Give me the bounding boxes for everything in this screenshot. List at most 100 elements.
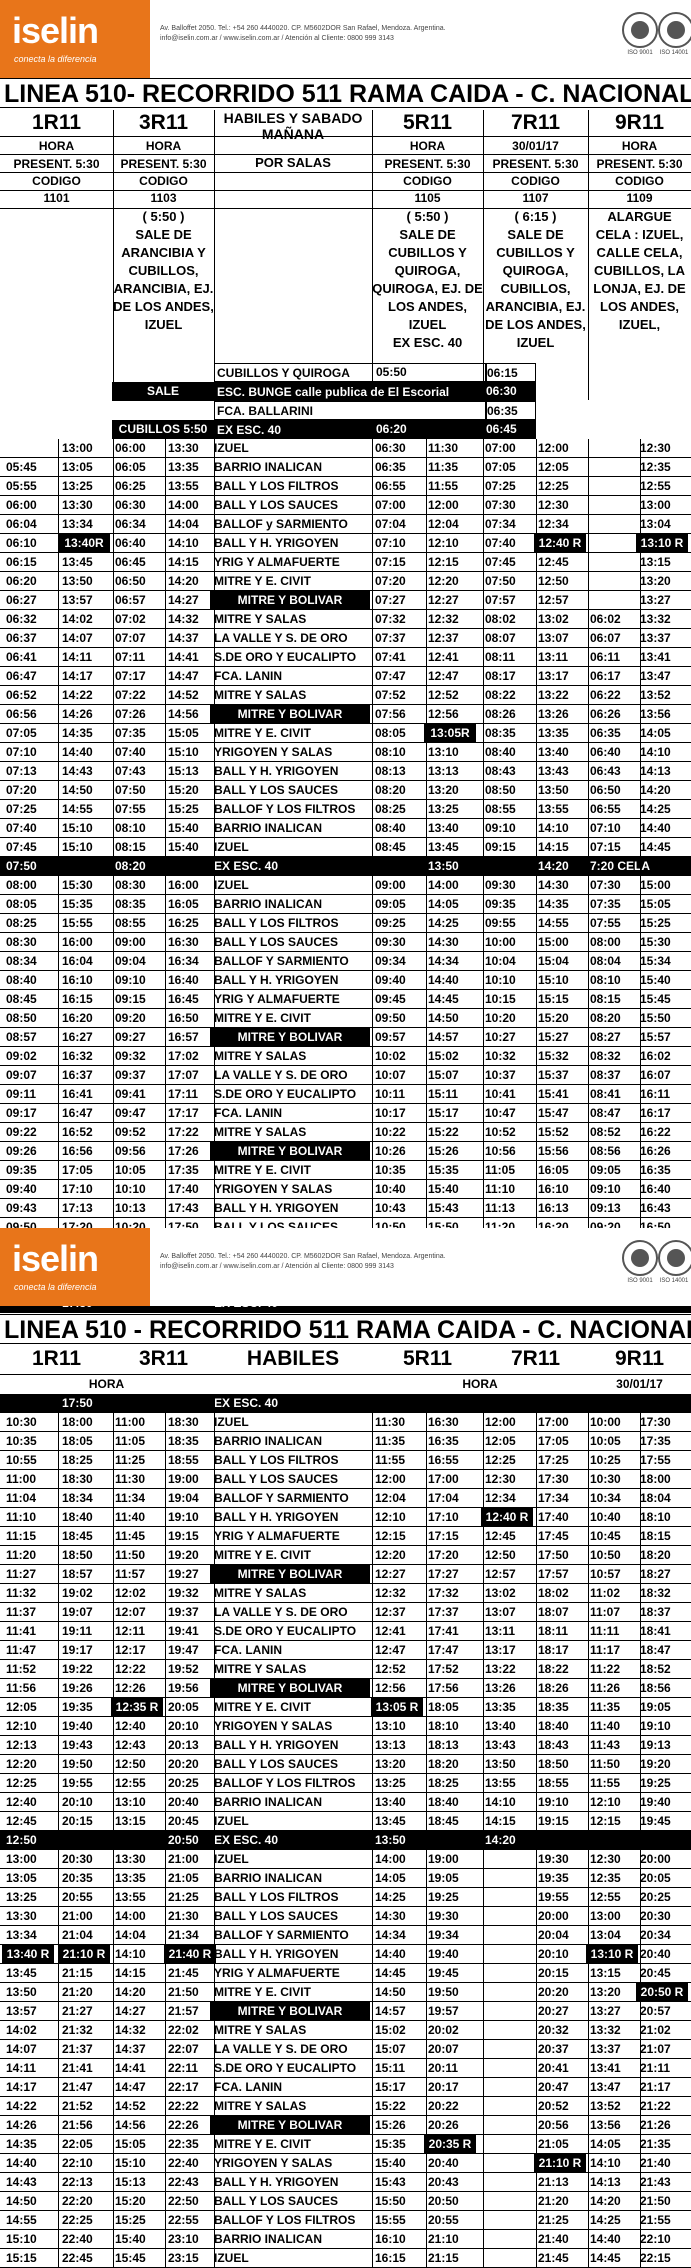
time-cell: 17:34 — [538, 1491, 569, 1505]
table-row: 14:07 21:37 14:37 22:07 LA VALLE Y S. DE ORO… — [0, 2040, 691, 2059]
time-cell: 19:15 — [168, 1529, 199, 1543]
time-cell: 12:41 — [375, 1624, 406, 1638]
time-cell: 11:40 — [590, 1719, 621, 1733]
time-cell: 14:45 — [375, 1966, 406, 1980]
time-cell: 20:30 — [62, 1852, 93, 1866]
table-row: 06:52 14:22 07:22 14:52 MITRE Y SALAS 07:52 12… — [0, 686, 691, 705]
table-row: 06:47 14:17 07:17 14:47 FCA. LANIN 07:47 12:47… — [0, 667, 691, 686]
time-cell: 18:40 — [538, 1719, 569, 1733]
stop-name: IZUEL — [214, 441, 249, 455]
time-cell: 11:05 — [485, 1163, 516, 1177]
time-cell: 15:25 — [168, 802, 199, 816]
table-row: 11:00 18:30 11:30 19:00 BALL Y LOS SAUCES 12:… — [0, 1470, 691, 1489]
time-cell: 14:04 — [115, 1928, 146, 1942]
time-cell: 12:57 — [485, 1567, 516, 1581]
presentation-time: PRESENT. 5:30 — [384, 157, 471, 171]
time-cell: 20:30 — [640, 1909, 671, 1923]
time-cell: 18:34 — [62, 1491, 93, 1505]
time-cell: 08:50 — [485, 783, 516, 797]
time-cell — [485, 2040, 535, 2058]
time-cell: 14:47 — [168, 669, 199, 683]
time-cell: 13:50 — [485, 1757, 516, 1771]
time-cell: 08:02 — [485, 612, 516, 626]
time-cell — [485, 2211, 535, 2229]
time-cell: 21:05 — [168, 1871, 199, 1885]
stop-name: BALL Y LOS SAUCES — [214, 1472, 339, 1486]
time-cell: 21:05 — [538, 2137, 569, 2151]
time-cell: 13:55 — [168, 479, 199, 493]
time-cell: 17:13 — [62, 1201, 93, 1215]
time-cell: 06:40 — [115, 536, 146, 550]
time-cell: 22:13 — [62, 2175, 93, 2189]
table-row: 08:40 16:10 09:10 16:40 BALL Y H. YRIGOYEN 09… — [0, 971, 691, 990]
time-cell: 07:27 — [375, 593, 406, 607]
time-cell: 12:57 — [538, 593, 569, 607]
time-cell: 07:20 — [375, 574, 406, 588]
time-cell: 08:40 — [485, 745, 516, 759]
time-cell: 20:56 — [538, 2118, 569, 2132]
time-cell: 16:20 — [62, 1011, 93, 1025]
codigo-value: 1105 — [414, 191, 441, 205]
time-cell: 07:02 — [115, 612, 146, 626]
time-cell: 16:41 — [62, 1087, 93, 1101]
time-cell: 12:52 — [428, 688, 459, 702]
time-cell: 12:37 — [375, 1605, 406, 1619]
time-cell: 19:45 — [428, 1966, 459, 1980]
time-cell: 20:27 — [538, 2004, 569, 2018]
time-cell: 12:22 — [115, 1662, 146, 1676]
time-cell: 18:25 — [62, 1453, 93, 1467]
time-cell — [376, 382, 426, 401]
time-cell: 19:17 — [62, 1643, 93, 1657]
time-cell: 10:13 — [115, 1201, 146, 1215]
column-divider — [536, 1394, 537, 2268]
time-cell: 14:57 — [428, 1030, 459, 1044]
time-cell: 18:30 — [168, 1415, 199, 1429]
table-row: 06:37 14:07 07:07 14:37 LA VALLE Y S. DE ORO… — [0, 629, 691, 648]
stop-name: YRIG Y ALMAFUERTE — [214, 1529, 340, 1543]
stop-name: MITRE Y E. CIVIT — [214, 1548, 311, 1562]
stop-name: MITRE Y E. CIVIT — [214, 574, 311, 588]
time-cell: 15:40 — [640, 973, 671, 987]
time-cell — [485, 2173, 535, 2191]
time-cell: 21:43 — [640, 2175, 671, 2189]
hora-label: HORA — [621, 139, 658, 153]
time-cell: 06:55 — [590, 802, 621, 816]
time-cell: 07:00 — [485, 441, 516, 455]
time-cell: 07:20 — [6, 783, 37, 797]
stop-name: S.DE ORO Y EUCALIPTO — [214, 650, 357, 664]
time-cell: 15:40 — [428, 1182, 459, 1196]
time-cell: 21:27 — [62, 2004, 93, 2018]
time-cell: 21:10 R — [58, 1945, 110, 1963]
table-row: 07:50 08:20 EX ESC. 40 13:50 14:20 7:20 CELA — [0, 857, 691, 876]
time-cell: 18:05 — [62, 1434, 93, 1448]
time-cell: 08:05 — [375, 726, 406, 740]
time-cell: 19:25 — [640, 1776, 671, 1790]
time-cell: 11:56 — [6, 1681, 37, 1695]
time-cell: 17:32 — [428, 1586, 459, 1600]
time-cell — [590, 515, 640, 533]
time-cell: 10:30 — [590, 1472, 621, 1486]
time-cell: 22:25 — [62, 2213, 93, 2227]
stop-name: ESC. BUNGE calle publica de El Escorial — [214, 382, 486, 401]
column-divider — [214, 439, 215, 1313]
stop-name: FCA. BALLARINI — [214, 401, 486, 420]
time-cell: 18:05 — [428, 1700, 459, 1714]
time-cell: 13:55 — [538, 802, 569, 816]
time-cell: 19:55 — [62, 1776, 93, 1790]
time-cell: 13:11 — [485, 1624, 516, 1638]
time-cell: 19:32 — [168, 1586, 199, 1600]
stop-name: S.DE ORO Y EUCALIPTO — [214, 1624, 357, 1638]
time-cell — [485, 1394, 535, 1412]
time-cell: 07:05 — [485, 460, 516, 474]
time-cell: 14:04 — [168, 517, 199, 531]
time-cell: 11:30 — [428, 441, 459, 455]
time-cell — [6, 1394, 56, 1412]
time-cell: 06:52 — [6, 688, 37, 702]
time-cell: 12:05 — [6, 1700, 37, 1714]
time-cell: 06:17 — [590, 669, 621, 683]
table-row: 08:34 16:04 09:04 16:34 BALLOF Y SARMIENTO 09… — [0, 952, 691, 971]
time-cell: 20:15 — [538, 1966, 569, 1980]
time-cell: 12:50 — [538, 574, 569, 588]
time-cell: 08:25 — [6, 916, 37, 930]
time-cell: 13:37 — [640, 631, 671, 645]
